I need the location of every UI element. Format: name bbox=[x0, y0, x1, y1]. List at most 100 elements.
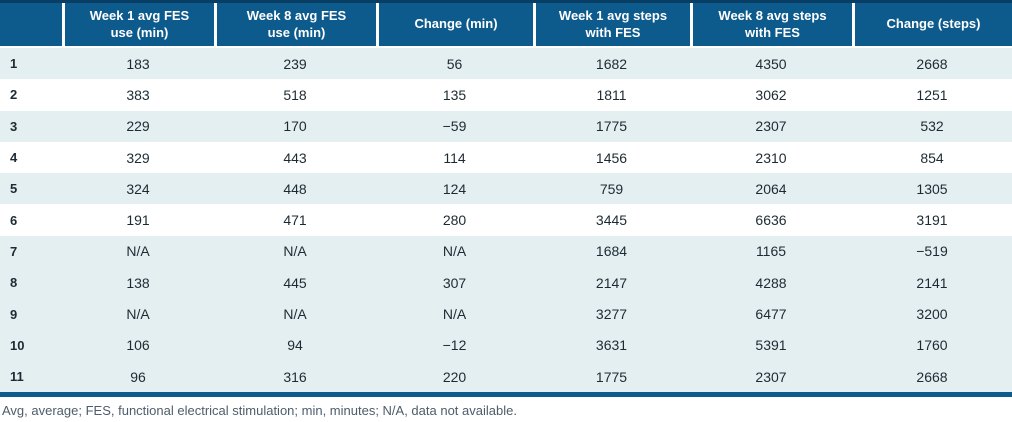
data-cell: 3062 bbox=[690, 79, 852, 111]
fes-usage-steps-table: Week 1 avg FES use (min) Week 8 avg FES … bbox=[0, 3, 1012, 393]
table-row: 11 96 316 220 1775 2307 2668 bbox=[0, 360, 1012, 393]
column-header-week8-steps: Week 8 avg steps with FES bbox=[690, 3, 852, 48]
bottom-border-rule bbox=[0, 392, 1012, 398]
column-header-change-steps: Change (steps) bbox=[852, 3, 1012, 48]
data-cell: 1305 bbox=[852, 173, 1012, 205]
data-cell: 220 bbox=[376, 360, 533, 393]
data-cell: 2310 bbox=[690, 141, 852, 174]
data-cell: 4288 bbox=[690, 267, 852, 299]
table-row: 9 N/A N/A N/A 3277 6477 3200 bbox=[0, 298, 1012, 330]
column-header-change-min: Change (min) bbox=[376, 3, 533, 48]
header-row: Week 1 avg FES use (min) Week 8 avg FES … bbox=[0, 3, 1012, 48]
table-row: 1 183 239 56 1682 4350 2668 bbox=[0, 48, 1012, 80]
table-row: 7 N/A N/A N/A 1684 1165 −519 bbox=[0, 235, 1012, 268]
data-cell: 96 bbox=[62, 360, 214, 393]
data-cell: 1760 bbox=[852, 329, 1012, 361]
data-cell: 239 bbox=[214, 48, 376, 80]
data-cell: 4350 bbox=[690, 48, 852, 80]
data-cell: N/A bbox=[214, 235, 376, 268]
data-cell: 229 bbox=[62, 110, 214, 142]
row-number: 4 bbox=[0, 141, 62, 174]
row-number: 8 bbox=[0, 267, 62, 299]
row-number: 1 bbox=[0, 48, 62, 80]
data-cell: 56 bbox=[376, 48, 533, 80]
data-cell: 445 bbox=[214, 267, 376, 299]
data-cell: −59 bbox=[376, 110, 533, 142]
data-cell: 5391 bbox=[690, 329, 852, 361]
top-border-rule bbox=[0, 0, 1012, 3]
data-cell: 316 bbox=[214, 360, 376, 393]
data-cell: 2064 bbox=[690, 173, 852, 205]
table-row: 4 329 443 114 1456 2310 854 bbox=[0, 141, 1012, 174]
data-cell: 1682 bbox=[533, 48, 690, 80]
data-cell: 3191 bbox=[852, 204, 1012, 236]
row-number: 6 bbox=[0, 204, 62, 236]
column-header-participant bbox=[0, 3, 62, 48]
table-row: 3 229 170 −59 1775 2307 532 bbox=[0, 110, 1012, 142]
data-cell: N/A bbox=[376, 235, 533, 268]
data-cell: 3445 bbox=[533, 204, 690, 236]
data-cell: 191 bbox=[62, 204, 214, 236]
data-cell: 1775 bbox=[533, 360, 690, 393]
data-cell: N/A bbox=[62, 298, 214, 330]
data-cell: 2141 bbox=[852, 267, 1012, 299]
data-cell: 2307 bbox=[690, 360, 852, 393]
data-cell: 138 bbox=[62, 267, 214, 299]
table-row: 5 324 448 124 759 2064 1305 bbox=[0, 173, 1012, 205]
data-cell: 329 bbox=[62, 141, 214, 174]
row-number: 9 bbox=[0, 298, 62, 330]
data-cell: 106 bbox=[62, 329, 214, 361]
data-cell: 1456 bbox=[533, 141, 690, 174]
data-cell: 1165 bbox=[690, 235, 852, 268]
table-row: 6 191 471 280 3445 6636 3191 bbox=[0, 204, 1012, 236]
data-cell: 183 bbox=[62, 48, 214, 80]
data-cell: N/A bbox=[214, 298, 376, 330]
row-number: 10 bbox=[0, 329, 62, 361]
data-cell: 1775 bbox=[533, 110, 690, 142]
data-cell: 3277 bbox=[533, 298, 690, 330]
data-cell: 2668 bbox=[852, 360, 1012, 393]
table-row: 2 383 518 135 1811 3062 1251 bbox=[0, 79, 1012, 111]
data-cell: 1251 bbox=[852, 79, 1012, 111]
row-number: 5 bbox=[0, 173, 62, 205]
data-cell: 443 bbox=[214, 141, 376, 174]
data-cell: 2668 bbox=[852, 48, 1012, 80]
data-cell: 532 bbox=[852, 110, 1012, 142]
row-number: 7 bbox=[0, 235, 62, 268]
row-number: 11 bbox=[0, 360, 62, 393]
table-row: 8 138 445 307 2147 4288 2141 bbox=[0, 267, 1012, 299]
data-cell: 2307 bbox=[690, 110, 852, 142]
data-cell: −519 bbox=[852, 235, 1012, 268]
data-cell: 3631 bbox=[533, 329, 690, 361]
data-cell: 3200 bbox=[852, 298, 1012, 330]
column-header-week8-fes-min: Week 8 avg FES use (min) bbox=[214, 3, 376, 48]
data-cell: 6636 bbox=[690, 204, 852, 236]
data-cell: 307 bbox=[376, 267, 533, 299]
data-cell: N/A bbox=[376, 298, 533, 330]
data-cell: 114 bbox=[376, 141, 533, 174]
column-header-week1-fes-min: Week 1 avg FES use (min) bbox=[62, 3, 214, 48]
data-cell: 383 bbox=[62, 79, 214, 111]
data-cell: 324 bbox=[62, 173, 214, 205]
data-cell: 170 bbox=[214, 110, 376, 142]
data-cell: 448 bbox=[214, 173, 376, 205]
data-cell: 6477 bbox=[690, 298, 852, 330]
data-cell: 94 bbox=[214, 329, 376, 361]
column-header-week1-steps: Week 1 avg steps with FES bbox=[533, 3, 690, 48]
data-cell: 280 bbox=[376, 204, 533, 236]
data-cell: 759 bbox=[533, 173, 690, 205]
data-cell: N/A bbox=[62, 235, 214, 268]
row-number: 3 bbox=[0, 110, 62, 142]
data-cell: 854 bbox=[852, 141, 1012, 174]
footnote: Avg, average; FES, functional electrical… bbox=[2, 403, 517, 419]
data-cell: −12 bbox=[376, 329, 533, 361]
data-cell: 2147 bbox=[533, 267, 690, 299]
row-number: 2 bbox=[0, 79, 62, 111]
data-cell: 471 bbox=[214, 204, 376, 236]
table-row: 10 106 94 −12 3631 5391 1760 bbox=[0, 329, 1012, 361]
data-cell: 1684 bbox=[533, 235, 690, 268]
data-cell: 135 bbox=[376, 79, 533, 111]
data-cell: 518 bbox=[214, 79, 376, 111]
data-cell: 1811 bbox=[533, 79, 690, 111]
